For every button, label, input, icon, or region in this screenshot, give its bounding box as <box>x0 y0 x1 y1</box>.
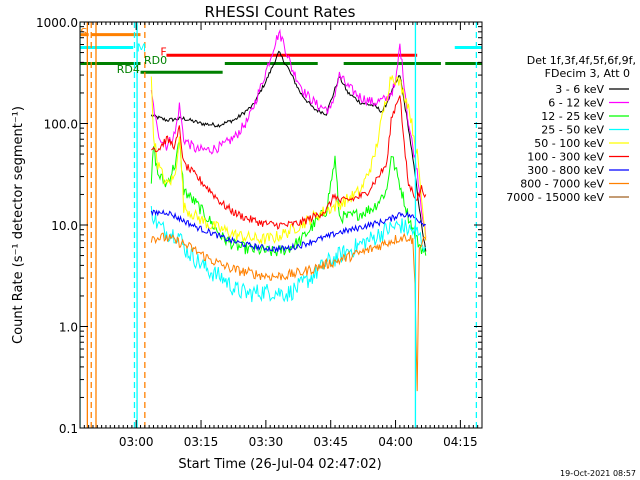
x-axis: 03:00 03:15 03:30 03:45 04:00 04:15 <box>83 22 479 449</box>
legend-header-line-1: Det 1f,3f,4f,5f,6f,9f, <box>527 54 636 67</box>
legend-entry-label: 6 - 12 keV <box>548 97 604 110</box>
y-tick-label: 0.1 <box>59 422 78 436</box>
y-tick-label: 1.0 <box>59 321 78 335</box>
legend-entry-label: 3 - 6 keV <box>555 83 604 96</box>
annotation-m: M <box>137 42 147 55</box>
series-line-800-7000-kev <box>150 232 427 392</box>
x-tick-label: 03:15 <box>184 435 219 449</box>
x-tick-label: 04:00 <box>378 435 413 449</box>
x-tick-label: 03:45 <box>313 435 348 449</box>
x-tick-label: 04:15 <box>443 435 478 449</box>
footer-timestamp: 19-Oct-2021 08:57 <box>560 469 636 478</box>
state-bars <box>80 33 482 74</box>
chart-title: RHESSI Count Rates <box>205 3 356 21</box>
legend: Det 1f,3f,4f,5f,6f,9f, FDecim 3, Att 0 3… <box>506 54 636 204</box>
legend-entry-label: 800 - 7000 keV <box>520 178 604 191</box>
legend-entry-label: 50 - 100 keV <box>534 137 604 150</box>
annotation-rd0: RD0 <box>144 54 167 67</box>
legend-entry-label: 25 - 50 keV <box>541 124 604 137</box>
series-line-6-12-kev <box>150 28 427 238</box>
y-axis: 0.1 1.0 10.0 100.0 1000.0 <box>36 16 482 436</box>
x-tick-label: 03:30 <box>249 435 284 449</box>
y-axis-label: Count Rate (s⁻¹ detector segment⁻¹) <box>11 106 26 344</box>
legend-entry-label: 12 - 25 keV <box>541 110 604 123</box>
legend-entry-label: 300 - 800 keV <box>527 164 604 177</box>
series-line-100-300-kev <box>151 95 427 230</box>
y-tick-label: 100.0 <box>44 118 78 132</box>
series-line-25-50-kev <box>150 205 427 303</box>
series-line-50-100-kev <box>150 75 427 245</box>
series-line-12-25-kev <box>150 140 427 257</box>
y-tick-label: 1000.0 <box>36 16 78 30</box>
series-lines <box>150 28 427 392</box>
legend-header-line-2: FDecim 3, Att 0 <box>545 67 630 80</box>
y-tick-label: 10.0 <box>51 219 78 233</box>
series-line-300-800-kev <box>150 209 427 254</box>
annotation-rd4: RD4 <box>117 63 140 76</box>
annotation-f: F <box>160 46 166 59</box>
legend-entry-label: 7000 - 15000 keV <box>506 191 604 204</box>
x-axis-label: Start Time (26-Jul-04 02:47:02) <box>178 457 381 472</box>
x-tick-label: 03:00 <box>119 435 154 449</box>
series-line-3-6-kev <box>150 50 427 252</box>
legend-entry-label: 100 - 300 keV <box>527 151 604 164</box>
